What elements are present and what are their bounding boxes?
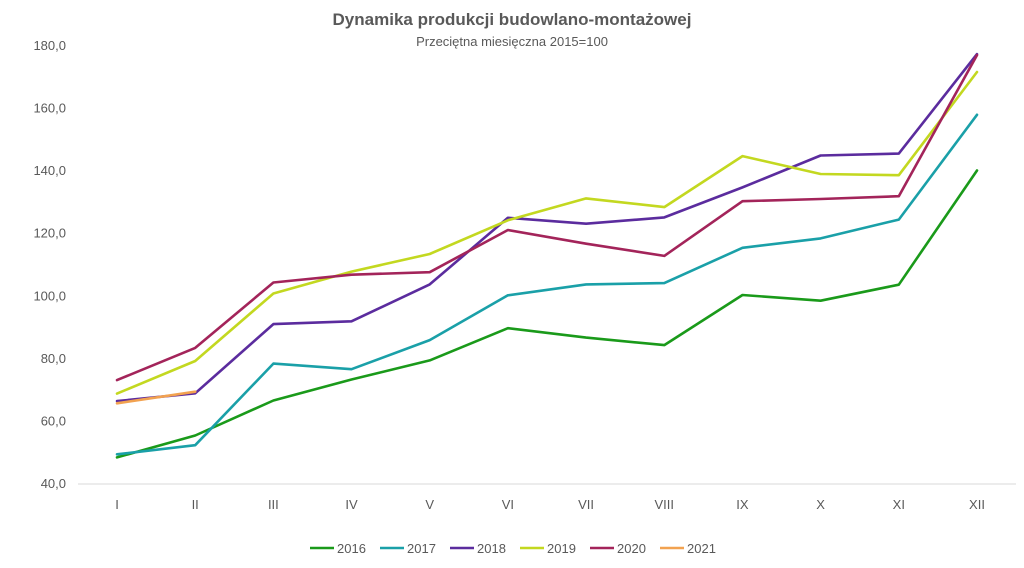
- x-tick-label: X: [816, 497, 825, 512]
- y-tick-label: 80,0: [41, 351, 66, 366]
- x-tick-label: IX: [736, 497, 749, 512]
- x-tick-label: III: [268, 497, 279, 512]
- x-tick-label: II: [192, 497, 199, 512]
- y-tick-label: 160,0: [33, 101, 66, 116]
- chart-subtitle: Przeciętna miesięczna 2015=100: [416, 34, 608, 49]
- legend-item-2016: 2016: [310, 541, 366, 556]
- legend-label: 2019: [547, 541, 576, 556]
- x-tick-label: VI: [502, 497, 514, 512]
- x-tick-label: XII: [969, 497, 985, 512]
- y-tick-label: 180,0: [33, 38, 66, 53]
- series-line-2016: [115, 169, 979, 459]
- y-tick-label: 140,0: [33, 163, 66, 178]
- legend-item-2019: 2019: [520, 541, 576, 556]
- x-tick-label: IV: [345, 497, 358, 512]
- y-tick-label: 100,0: [33, 288, 66, 303]
- x-tick-label: VII: [578, 497, 594, 512]
- y-tick-label: 60,0: [41, 413, 66, 428]
- legend-label: 2017: [407, 541, 436, 556]
- legend-label: 2021: [687, 541, 716, 556]
- series-line-2020: [115, 53, 979, 382]
- series-line-2019: [115, 70, 979, 395]
- legend-item-2017: 2017: [380, 541, 436, 556]
- legend-label: 2018: [477, 541, 506, 556]
- x-tick-label: I: [115, 497, 119, 512]
- legend-item-2020: 2020: [590, 541, 646, 556]
- series-line-2021: [115, 390, 197, 405]
- legend-item-2018: 2018: [450, 541, 506, 556]
- y-tick-label: 40,0: [41, 476, 66, 491]
- legend-label: 2016: [337, 541, 366, 556]
- chart-title: Dynamika produkcji budowlano-montażowej: [332, 10, 692, 29]
- x-tick-label: V: [425, 497, 434, 512]
- x-tick-label: VIII: [655, 497, 675, 512]
- series-line-2017: [115, 113, 979, 456]
- y-tick-label: 120,0: [33, 226, 66, 241]
- series-line-2018: [115, 52, 979, 403]
- legend-item-2021: 2021: [660, 541, 716, 556]
- x-tick-label: XI: [893, 497, 905, 512]
- legend-label: 2020: [617, 541, 646, 556]
